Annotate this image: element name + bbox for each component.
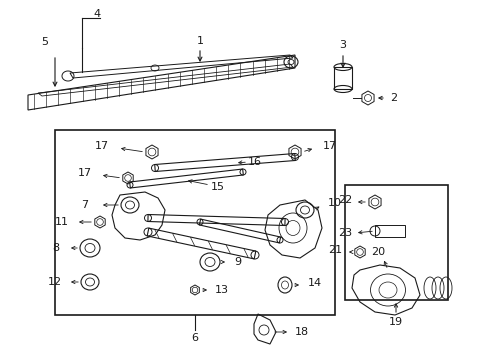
Text: 9: 9 xyxy=(234,257,241,267)
Text: 15: 15 xyxy=(210,182,224,192)
Text: 2: 2 xyxy=(389,93,397,103)
Text: 10: 10 xyxy=(327,198,341,208)
Bar xyxy=(333,67,351,89)
Text: 21: 21 xyxy=(327,245,342,255)
Text: 1: 1 xyxy=(196,36,203,46)
Text: 17: 17 xyxy=(78,168,92,178)
Text: 11: 11 xyxy=(55,217,69,227)
Text: 3: 3 xyxy=(339,40,346,50)
Text: 12: 12 xyxy=(48,277,62,287)
Text: 6: 6 xyxy=(191,333,198,343)
Text: 4: 4 xyxy=(93,9,101,19)
Text: 8: 8 xyxy=(52,243,60,253)
Text: 5: 5 xyxy=(41,37,48,47)
Bar xyxy=(345,185,447,300)
Bar xyxy=(55,130,334,315)
Text: 18: 18 xyxy=(294,327,308,337)
Text: 14: 14 xyxy=(307,278,322,288)
Text: 22: 22 xyxy=(337,195,351,205)
Text: 7: 7 xyxy=(81,200,88,210)
Text: 23: 23 xyxy=(337,228,351,238)
Text: 16: 16 xyxy=(247,157,262,167)
Text: 17: 17 xyxy=(322,141,336,151)
Bar xyxy=(374,225,404,237)
Text: 19: 19 xyxy=(388,317,402,327)
Text: 17: 17 xyxy=(95,141,109,151)
Text: 13: 13 xyxy=(215,285,228,295)
Text: 20: 20 xyxy=(370,247,384,257)
